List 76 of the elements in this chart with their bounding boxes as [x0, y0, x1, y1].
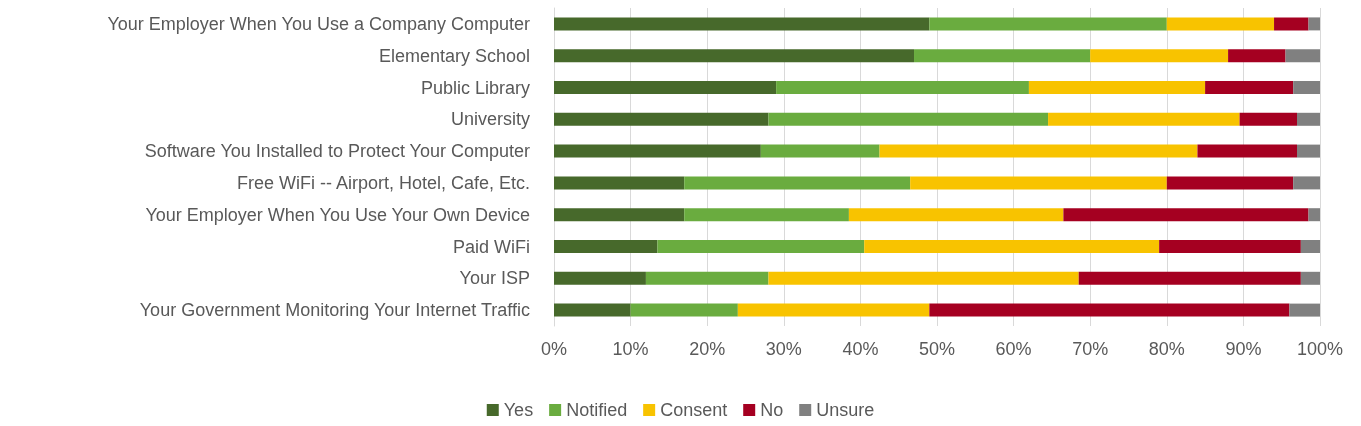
bar: [879, 144, 1198, 158]
bar: [1239, 112, 1298, 126]
bar: [657, 240, 865, 253]
y-tick-label: Your ISP: [459, 268, 530, 289]
bar: [1297, 112, 1320, 126]
bar: [1090, 49, 1229, 63]
bar: [554, 17, 930, 31]
bar: [737, 303, 930, 317]
legend-label: Yes: [503, 400, 534, 420]
y-tick-label: Public Library: [420, 77, 530, 98]
bar: [914, 49, 1091, 63]
bar: [929, 17, 1167, 31]
bar: [554, 240, 658, 253]
bar: [1063, 208, 1309, 222]
y-tick-label: Your Employer When You Use Your Own Device: [145, 204, 530, 225]
legend-label: Unsure: [816, 400, 875, 420]
x-tick-label: 20%: [689, 339, 726, 359]
bar: [684, 208, 849, 222]
bar: [1166, 17, 1275, 31]
bar: [1300, 271, 1320, 285]
bar: [554, 271, 646, 285]
x-tick-label: 50%: [918, 339, 956, 359]
x-tick-label: 60%: [995, 339, 1032, 359]
bar: [1293, 176, 1320, 190]
bar: [768, 112, 1049, 126]
bar: [864, 240, 1160, 253]
bar: [554, 303, 631, 317]
x-tick-label: 80%: [1148, 339, 1185, 359]
y-tick-label: Elementary School: [378, 45, 530, 66]
y-tick-label: Software You Installed to Protect Your Computer: [144, 141, 530, 162]
bar: [1078, 271, 1301, 285]
x-tick-label: 10%: [612, 339, 649, 359]
y-tick-label: Your Employer When You Use a Company Computer: [107, 13, 530, 34]
bar: [1308, 17, 1320, 31]
bar: [776, 81, 1029, 94]
bar: [645, 271, 769, 285]
y-tick-label: University: [450, 109, 530, 130]
bar: [554, 176, 685, 190]
legend-label: Notified: [566, 400, 628, 420]
bar: [1205, 81, 1294, 94]
bar: [1166, 176, 1294, 190]
y-tick-label: Your Government Monitoring Your Internet Traffic: [139, 300, 530, 321]
bar: [760, 144, 880, 158]
x-tick-label: 90%: [1225, 339, 1262, 359]
bar: [1300, 240, 1320, 253]
x-tick-label: 40%: [842, 339, 879, 359]
bar: [848, 208, 1064, 222]
bar: [1197, 144, 1298, 158]
legend-label: Consent: [660, 400, 728, 420]
x-tick-label: 100%: [1296, 339, 1344, 359]
x-tick-label: 30%: [765, 339, 802, 359]
bar: [929, 303, 1290, 317]
bar: [1289, 303, 1320, 317]
bar: [1297, 144, 1320, 158]
bar: [768, 271, 1079, 285]
bar: [554, 144, 761, 158]
bar: [910, 176, 1167, 190]
x-tick-label: 70%: [1072, 339, 1109, 359]
bar: [554, 208, 685, 222]
x-tick-label: 0%: [540, 339, 568, 359]
bar: [1228, 49, 1286, 63]
bar: [630, 303, 738, 317]
bar: [1048, 112, 1240, 126]
bar: [1308, 208, 1320, 222]
bar: [1285, 49, 1320, 63]
bar: [554, 81, 777, 94]
bar: [554, 112, 769, 126]
y-tick-label: Free WiFi -- Airport, Hotel, Cafe, Etc.: [236, 172, 530, 193]
bar: [1159, 240, 1301, 253]
bar: [1293, 81, 1320, 94]
bar: [554, 49, 915, 63]
bar: [1274, 17, 1309, 31]
legend-label: No: [760, 400, 784, 420]
bar: [684, 176, 911, 190]
y-tick-label: Paid WiFi: [452, 236, 530, 257]
bar: [1028, 81, 1206, 94]
